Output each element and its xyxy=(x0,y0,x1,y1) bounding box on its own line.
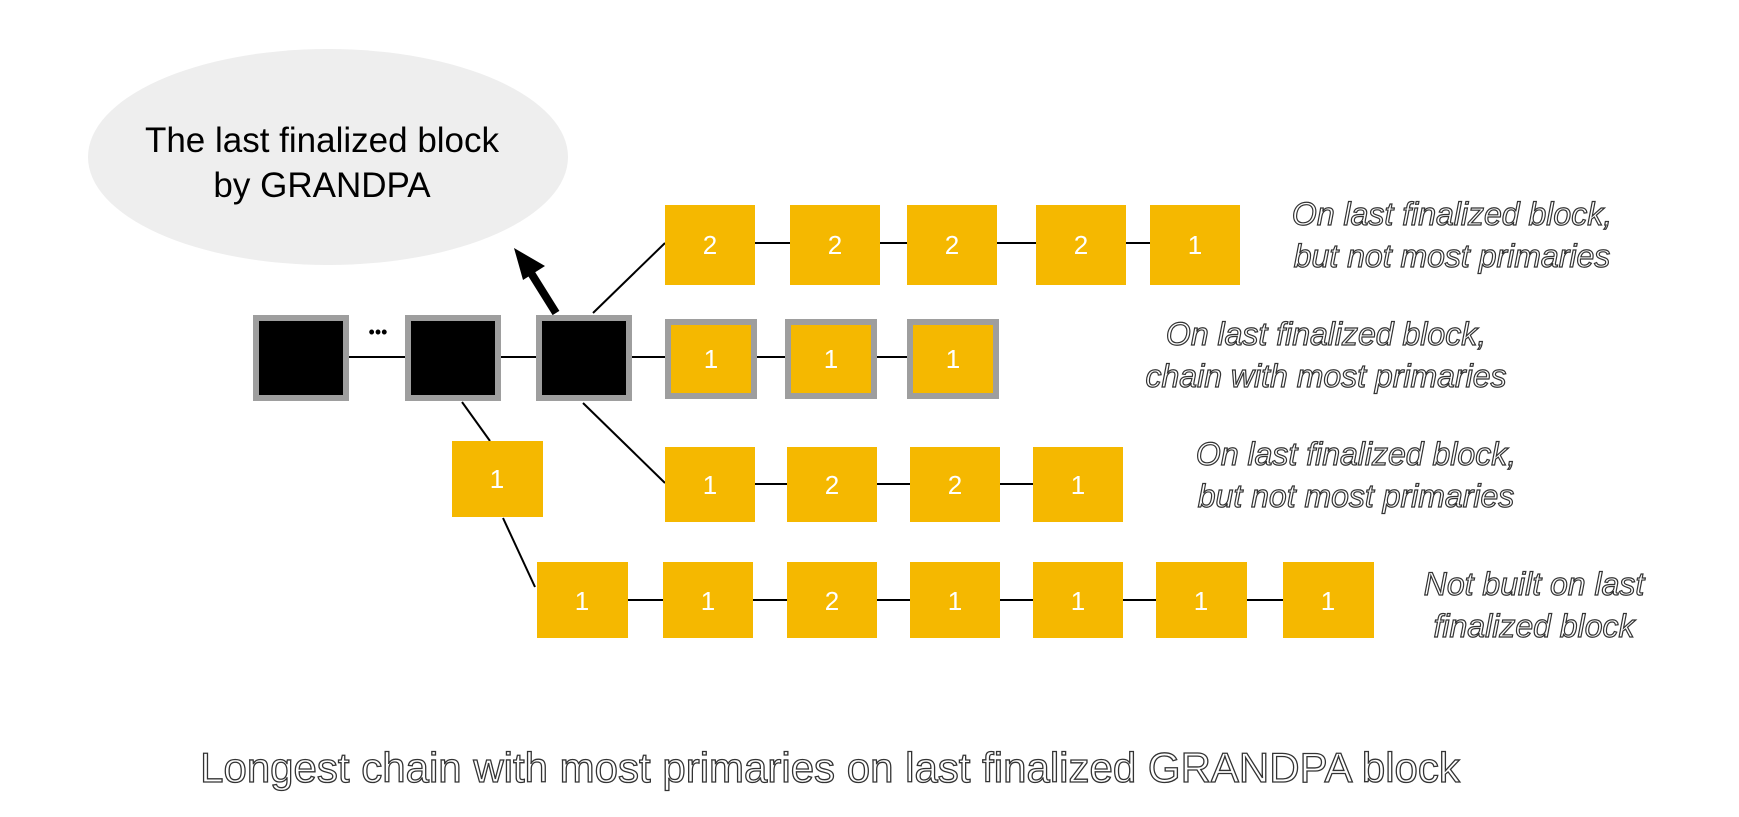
block-label: 1 xyxy=(1071,470,1085,500)
block xyxy=(537,562,628,638)
row2-note-line1: On last finalized block, xyxy=(1166,316,1486,352)
block xyxy=(1283,562,1374,638)
chain-row-3: 1 2 2 1 xyxy=(665,447,1123,522)
link xyxy=(502,517,536,588)
last-finalized-block xyxy=(536,315,632,401)
link xyxy=(461,401,491,442)
row4-note-line1: Not built on last xyxy=(1424,566,1646,602)
block-label: 1 xyxy=(824,344,838,374)
block-label: 2 xyxy=(1074,230,1088,260)
row1-note-line2: but not most primaries xyxy=(1294,238,1611,274)
block xyxy=(787,447,877,522)
ellipsis: ••• xyxy=(369,322,388,342)
block-label: 2 xyxy=(945,230,959,260)
row3-note-line1: On last finalized block, xyxy=(1196,436,1516,472)
block xyxy=(663,562,753,638)
chain-row-1: 2 2 2 2 1 xyxy=(665,205,1240,285)
block xyxy=(1036,205,1126,285)
finalized-block xyxy=(253,315,349,401)
bubble-text-line1: The last finalized block xyxy=(145,121,500,160)
block xyxy=(665,319,757,399)
block-label: 1 xyxy=(1194,586,1208,616)
block xyxy=(1156,562,1247,638)
block-label: 2 xyxy=(825,586,839,616)
block xyxy=(452,441,543,517)
chain-row-2: 1 1 1 xyxy=(665,319,999,399)
block xyxy=(665,205,755,285)
arrow-icon xyxy=(514,248,560,316)
block xyxy=(907,319,999,399)
block xyxy=(1033,562,1123,638)
block-label: 1 xyxy=(1188,230,1202,260)
block xyxy=(907,205,997,285)
block xyxy=(787,562,877,638)
block-label: 1 xyxy=(490,464,504,494)
block xyxy=(785,319,877,399)
row-annotations: On last finalized block, but not most pr… xyxy=(1145,195,1646,644)
block-label: 1 xyxy=(703,470,717,500)
link xyxy=(582,402,666,484)
block-label: 1 xyxy=(1321,586,1335,616)
block xyxy=(910,447,1000,522)
bubble-text-line2: by GRANDPA xyxy=(213,166,431,205)
block-label: 1 xyxy=(1071,586,1085,616)
block xyxy=(910,562,1000,638)
row3-note-line2: but not most primaries xyxy=(1198,478,1515,514)
block-label: 2 xyxy=(703,230,717,260)
chain-links xyxy=(318,242,1283,601)
block xyxy=(790,205,880,285)
block-label: 1 xyxy=(704,344,718,374)
block-label: 1 xyxy=(948,586,962,616)
finalized-block-bubble xyxy=(88,49,568,265)
row4-note-line2: finalized block xyxy=(1434,608,1637,644)
row2-note-line2: chain with most primaries xyxy=(1146,358,1507,394)
finalized-block xyxy=(405,315,501,401)
chain-row-4: 1 1 2 1 1 1 1 xyxy=(537,562,1374,638)
block-label: 1 xyxy=(701,586,715,616)
block-label: 1 xyxy=(575,586,589,616)
block xyxy=(665,447,755,522)
finalized-blocks xyxy=(253,315,632,401)
block-label: 2 xyxy=(948,470,962,500)
row1-note-line1: On last finalized block, xyxy=(1292,196,1612,232)
block-label: 2 xyxy=(828,230,842,260)
link xyxy=(592,242,666,314)
block-label: 1 xyxy=(946,344,960,374)
diagram-caption: Longest chain with most primaries on las… xyxy=(200,744,1461,791)
block xyxy=(1150,205,1240,285)
block xyxy=(1033,447,1123,522)
fork-block-group: 1 xyxy=(452,441,543,517)
block-label: 2 xyxy=(825,470,839,500)
